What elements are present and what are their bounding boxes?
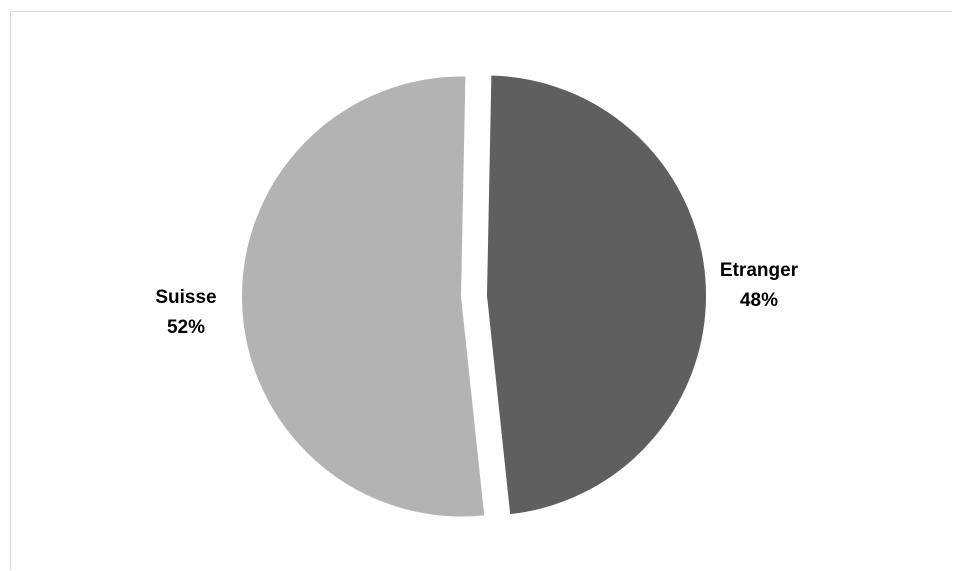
slice-label-suisse-percent: 52% xyxy=(167,317,205,338)
slice-label-etranger-name: Etranger xyxy=(720,260,799,281)
slice-label-suisse-name: Suisse xyxy=(155,287,216,308)
slice-label-etranger-percent: 48% xyxy=(740,290,778,311)
pie-labels: Etranger 48% Suisse 52% xyxy=(155,260,798,338)
pie-slice-suisse xyxy=(240,74,487,519)
pie-slices xyxy=(240,73,708,519)
pie-slice-etranger xyxy=(484,73,708,517)
